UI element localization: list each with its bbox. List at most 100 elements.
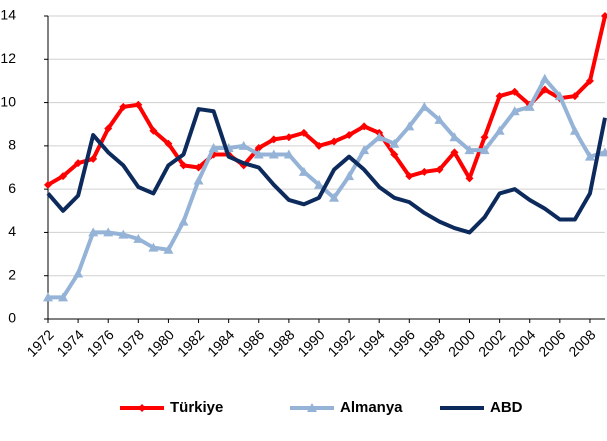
point [435, 165, 444, 174]
point [554, 91, 565, 101]
point [133, 233, 144, 243]
point [479, 145, 490, 155]
point [360, 122, 369, 131]
point [601, 12, 607, 20]
x-tick-label: 1976 [84, 326, 117, 359]
x-tick-label: 1984 [204, 326, 237, 359]
point [585, 76, 594, 85]
line [46, 107, 607, 235]
point [254, 144, 263, 153]
legend-marker [307, 403, 317, 412]
point [449, 132, 460, 142]
point [43, 292, 53, 302]
point [359, 145, 370, 155]
x-tick-label: 1972 [23, 326, 56, 359]
x-tick-label: 2004 [505, 326, 538, 359]
point [59, 172, 68, 181]
line [48, 76, 606, 300]
y-tick-label: 10 [0, 93, 16, 109]
point [434, 114, 445, 124]
point [134, 100, 143, 109]
point [284, 133, 293, 142]
point [345, 131, 354, 140]
point [163, 244, 174, 254]
point [374, 132, 385, 142]
point [178, 216, 189, 226]
x-tick-label: 1986 [234, 326, 267, 359]
point [103, 227, 114, 237]
point [569, 125, 580, 135]
point [74, 159, 83, 168]
point [164, 139, 173, 148]
point [208, 143, 219, 153]
point [464, 145, 475, 155]
y-tick-label: 12 [0, 50, 16, 66]
point [238, 140, 249, 150]
point [269, 135, 278, 144]
point [58, 292, 69, 302]
point [268, 149, 279, 159]
point [330, 137, 339, 146]
point [495, 92, 504, 101]
point [540, 85, 549, 94]
point [73, 268, 84, 278]
point [419, 101, 430, 111]
y-tick-label: 14 [0, 7, 16, 23]
point [524, 101, 535, 111]
point [390, 150, 399, 159]
point [494, 125, 505, 135]
y-tick-label: 6 [8, 180, 16, 196]
x-tick-label: 2006 [535, 326, 568, 359]
x-tick-label: 2008 [565, 326, 598, 359]
point [299, 128, 308, 137]
point [510, 87, 519, 96]
point [450, 148, 459, 157]
legend-marker [138, 404, 146, 412]
point [405, 172, 414, 181]
point [104, 124, 113, 133]
x-tick-label: 1982 [174, 326, 207, 359]
x-tick-label: 1994 [355, 326, 388, 359]
y-tick-label: 2 [8, 266, 16, 282]
point [149, 126, 158, 135]
legend-label: Türkiye [170, 399, 223, 416]
point [283, 149, 294, 159]
x-tick-label: 1978 [114, 326, 147, 359]
point [118, 229, 129, 239]
x-tick-label: 2002 [475, 326, 508, 359]
point [329, 192, 340, 202]
point [539, 73, 550, 83]
x-tick-label: 1998 [415, 326, 448, 359]
x-tick-label: 1980 [144, 326, 177, 359]
point [313, 179, 324, 189]
point [570, 92, 579, 101]
y-tick-label: 0 [8, 310, 16, 326]
point [253, 149, 264, 159]
point [298, 166, 309, 176]
y-tick-label: 8 [8, 137, 16, 153]
point [480, 133, 489, 142]
legend-label: Almanya [340, 399, 403, 416]
point [584, 151, 595, 161]
point [389, 138, 400, 148]
point [404, 121, 415, 131]
point [193, 175, 204, 185]
x-tick-label: 1974 [54, 326, 87, 359]
point [179, 161, 188, 170]
line [47, 15, 607, 187]
point [420, 167, 429, 176]
point [88, 227, 99, 237]
y-tick-label: 4 [8, 223, 16, 239]
point [194, 163, 203, 172]
x-tick-label: 1996 [385, 326, 418, 359]
point [600, 147, 607, 157]
x-tick-label: 1992 [324, 326, 357, 359]
point [44, 180, 52, 189]
point [465, 174, 474, 183]
point [89, 154, 98, 163]
x-tick-label: 1988 [264, 326, 297, 359]
point [314, 141, 323, 150]
point [509, 106, 520, 116]
legend-label: ABD [490, 399, 523, 416]
